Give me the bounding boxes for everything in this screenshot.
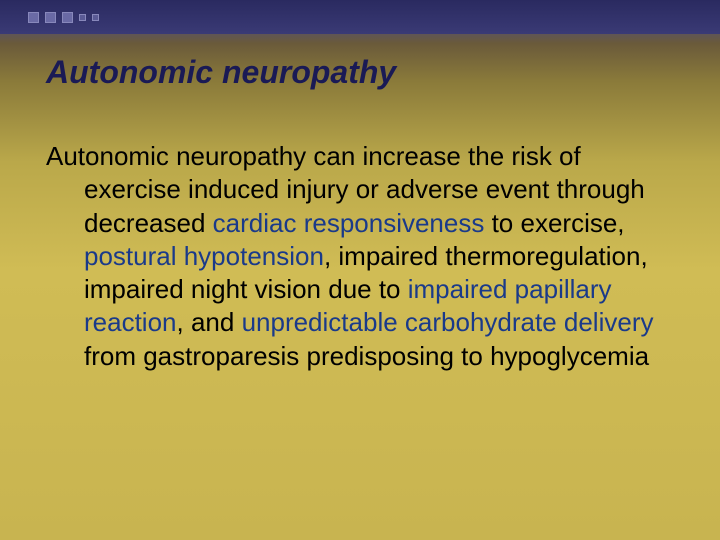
square-icon bbox=[28, 12, 39, 23]
body-paragraph: Autonomic neuropathy can increase the ri… bbox=[46, 140, 670, 373]
slide-body: Autonomic neuropathy can increase the ri… bbox=[46, 140, 670, 373]
square-icon bbox=[79, 14, 86, 21]
highlight-text: cardiac responsiveness bbox=[213, 208, 485, 238]
square-icon bbox=[45, 12, 56, 23]
body-text: to exercise, bbox=[484, 208, 624, 238]
slide: Autonomic neuropathy Autonomic neuropath… bbox=[0, 0, 720, 540]
square-icon bbox=[92, 14, 99, 21]
body-text: , and bbox=[177, 307, 242, 337]
highlight-text: unpredictable carbohydrate delivery bbox=[242, 307, 654, 337]
body-text: from gastroparesis predisposing to hypog… bbox=[84, 341, 649, 371]
body-text: Autonomic neuropathy bbox=[46, 141, 313, 171]
highlight-text: postural hypotension bbox=[84, 241, 324, 271]
slide-title: Autonomic neuropathy bbox=[46, 54, 396, 91]
top-bar-decoration bbox=[0, 0, 720, 34]
square-icon bbox=[62, 12, 73, 23]
